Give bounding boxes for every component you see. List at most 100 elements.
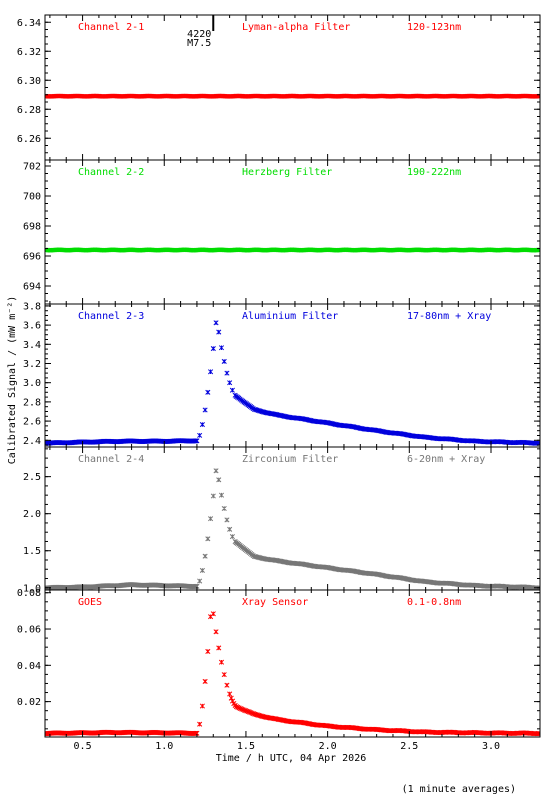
y-tick-label: 3.6 <box>23 321 41 332</box>
data-point <box>227 691 233 697</box>
panel-2: 694 696 698 700 702 Channel 2-2 Herzberg Filte… <box>23 159 541 305</box>
panel-5: 0.02 0.04 0.06 0.08 GOES Xray Sensor 0.1-0.8nm <box>17 588 541 738</box>
data-point <box>216 329 222 335</box>
data-point <box>197 721 203 727</box>
data-point <box>205 389 211 395</box>
y-tick-label: 2.4 <box>23 436 41 447</box>
series-2 <box>45 247 540 253</box>
panel-frame <box>44 589 541 738</box>
y-tick-label: 3.0 <box>23 378 41 389</box>
series-1 <box>45 93 540 99</box>
panel-filter-label: Herzberg Filter <box>242 167 332 178</box>
series-5 <box>45 611 540 737</box>
y-tick-label: 698 <box>23 222 41 233</box>
data-point <box>213 468 219 474</box>
y-tick-label: 2.6 <box>23 417 41 428</box>
y-tick-label: 6.30 <box>17 76 41 87</box>
data-point <box>205 648 211 655</box>
y-tick-label: 702 <box>23 162 41 173</box>
panel-filter-label: Zirconium Filter <box>242 454 338 465</box>
y-axis-title: Calibrated Signal / (mW m⁻²) <box>7 296 18 465</box>
y-tick-label: 6.32 <box>17 47 41 58</box>
data-point <box>210 493 216 499</box>
y-tick-label: 6.28 <box>17 105 41 116</box>
data-point <box>199 422 205 428</box>
series-3 <box>45 320 540 446</box>
y-tick-label: 1.5 <box>23 546 41 557</box>
panel-frame <box>44 159 541 305</box>
panel-filter-label: Lyman-alpha Filter <box>242 22 350 33</box>
data-point <box>224 682 230 688</box>
y-tick-label: 2.8 <box>23 397 41 408</box>
x-tick-label: 1.0 <box>155 741 173 752</box>
y-tick-label: 0.04 <box>17 661 41 672</box>
panel-band-label: 17-80nm + Xray <box>407 311 491 322</box>
data-point <box>210 611 216 617</box>
y-tick-label: 3.4 <box>23 340 41 351</box>
y-tick-label: 3.8 <box>23 301 41 312</box>
flare-number: 4220 <box>187 29 211 40</box>
panel-filter-label: Aluminium Filter <box>242 311 338 322</box>
data-point <box>229 387 235 393</box>
y-tick-label: 0.06 <box>17 625 41 636</box>
panel-frame <box>44 446 541 591</box>
y-tick-label: 6.26 <box>17 134 41 145</box>
data-point <box>227 380 233 386</box>
y-tick-label: 2.5 <box>23 472 41 483</box>
panel-frame <box>44 303 541 448</box>
panel-band-label: 0.1-0.8nm <box>407 597 461 608</box>
y-tick-label: 0.02 <box>17 697 41 708</box>
panel-filter-label: Xray Sensor <box>242 597 308 608</box>
data-point <box>202 553 208 559</box>
panel-channel-label: Channel 2-4 <box>78 454 144 465</box>
data-point <box>210 345 216 352</box>
data-point <box>221 358 227 365</box>
panel-band-label: 190-222nm <box>407 167 461 178</box>
data-point <box>197 432 203 438</box>
data-point <box>218 345 225 351</box>
data-point <box>218 659 225 665</box>
data-point <box>213 629 219 635</box>
data-point <box>229 534 235 540</box>
x-axis-title: Time / h UTC, 04 Apr 2026 <box>216 753 367 764</box>
y-tick-label: 696 <box>23 252 41 263</box>
panel-channel-label: Channel 2-2 <box>78 167 144 178</box>
panel-channel-label: Channel 2-1 <box>78 22 144 33</box>
panels-layer: 6.26 6.28 6.30 6.32 6.34 Channel 2-1 Lyman-alp… <box>17 14 541 738</box>
y-tick-label: 3.2 <box>23 359 41 370</box>
x-tick-label: 1.5 <box>237 741 255 752</box>
data-point <box>194 438 200 444</box>
flare-marker: 4220 M7.5 <box>187 15 215 49</box>
x-tick-label: 2.5 <box>400 741 418 752</box>
series-4 <box>45 468 540 590</box>
panel-channel-label: Channel 2-3 <box>78 311 144 322</box>
data-point <box>208 369 214 375</box>
x-tick-label: 3.0 <box>482 741 500 752</box>
data-point <box>221 672 227 678</box>
data-point <box>213 320 219 326</box>
x-tick-label: 0.5 <box>74 741 92 752</box>
data-point <box>202 407 208 413</box>
flare-class: M7.5 <box>187 38 211 49</box>
data-point <box>205 536 211 542</box>
data-point <box>224 517 230 523</box>
y-tick-label: 694 <box>23 282 41 293</box>
footnote: (1 minute averages) <box>402 784 516 795</box>
panel-1: 6.26 6.28 6.30 6.32 6.34 Channel 2-1 Lyman-alp… <box>17 14 541 161</box>
data-point <box>221 505 227 512</box>
panel-band-label: 6-20nm + Xray <box>407 454 485 465</box>
data-point <box>224 370 230 376</box>
panel-frame <box>44 14 541 161</box>
panel-band-label: 120-123nm <box>407 22 461 33</box>
panel-3: 2.4 2.6 2.8 3.0 3.2 3.4 3.6 3.8 Channel 2-3 Alumi… <box>23 301 541 448</box>
y-tick-label: 700 <box>23 192 41 203</box>
panel-4: 1.0 1.5 2.0 2.5 Channel 2-4 Zirconium Filter 6… <box>23 446 541 594</box>
data-point <box>197 578 203 584</box>
panel-channel-label: GOES <box>78 597 102 608</box>
data-point <box>208 516 214 522</box>
data-point <box>218 492 225 498</box>
data-point <box>216 477 222 483</box>
data-point <box>227 526 233 532</box>
y-tick-label: 0.08 <box>17 588 41 599</box>
